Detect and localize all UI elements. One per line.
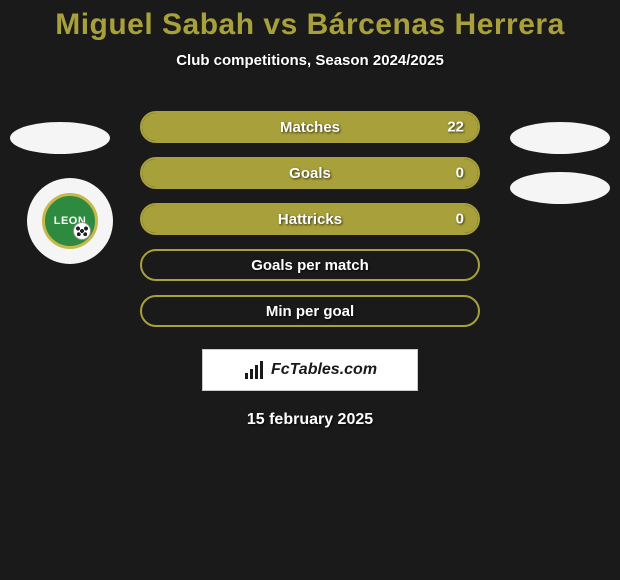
comparison-title: Miguel Sabah vs Bárcenas Herrera [0,0,620,42]
stat-value: 0 [456,211,464,228]
player-right-shape-2 [510,172,610,204]
comparison-subtitle: Club competitions, Season 2024/2025 [0,52,620,69]
stat-label: Goals [289,165,331,182]
stats-list: Matches 22 Goals 0 Hattricks 0 Goals per match… [140,111,480,327]
stat-label: Matches [280,119,340,136]
soccer-ball-icon [73,222,91,240]
stat-row: Goals 0 [140,157,480,189]
player-left-shape [10,122,110,154]
fctables-logo-text: FcTables.com [271,361,377,379]
bar-chart-icon [243,361,265,379]
stat-label: Hattricks [278,211,342,228]
snapshot-date: 15 february 2025 [0,411,620,429]
stat-value: 0 [456,165,464,182]
club-badge-inner: LEON [42,193,98,249]
stat-row: Min per goal [140,295,480,327]
player-right-shape-1 [510,122,610,154]
stat-row: Hattricks 0 [140,203,480,235]
stat-value: 22 [447,119,464,136]
stat-label: Goals per match [251,257,369,274]
stat-label: Min per goal [266,303,354,320]
club-badge: LEON [27,178,113,264]
stat-row: Goals per match [140,249,480,281]
stat-row: Matches 22 [140,111,480,143]
fctables-logo[interactable]: FcTables.com [202,349,418,391]
